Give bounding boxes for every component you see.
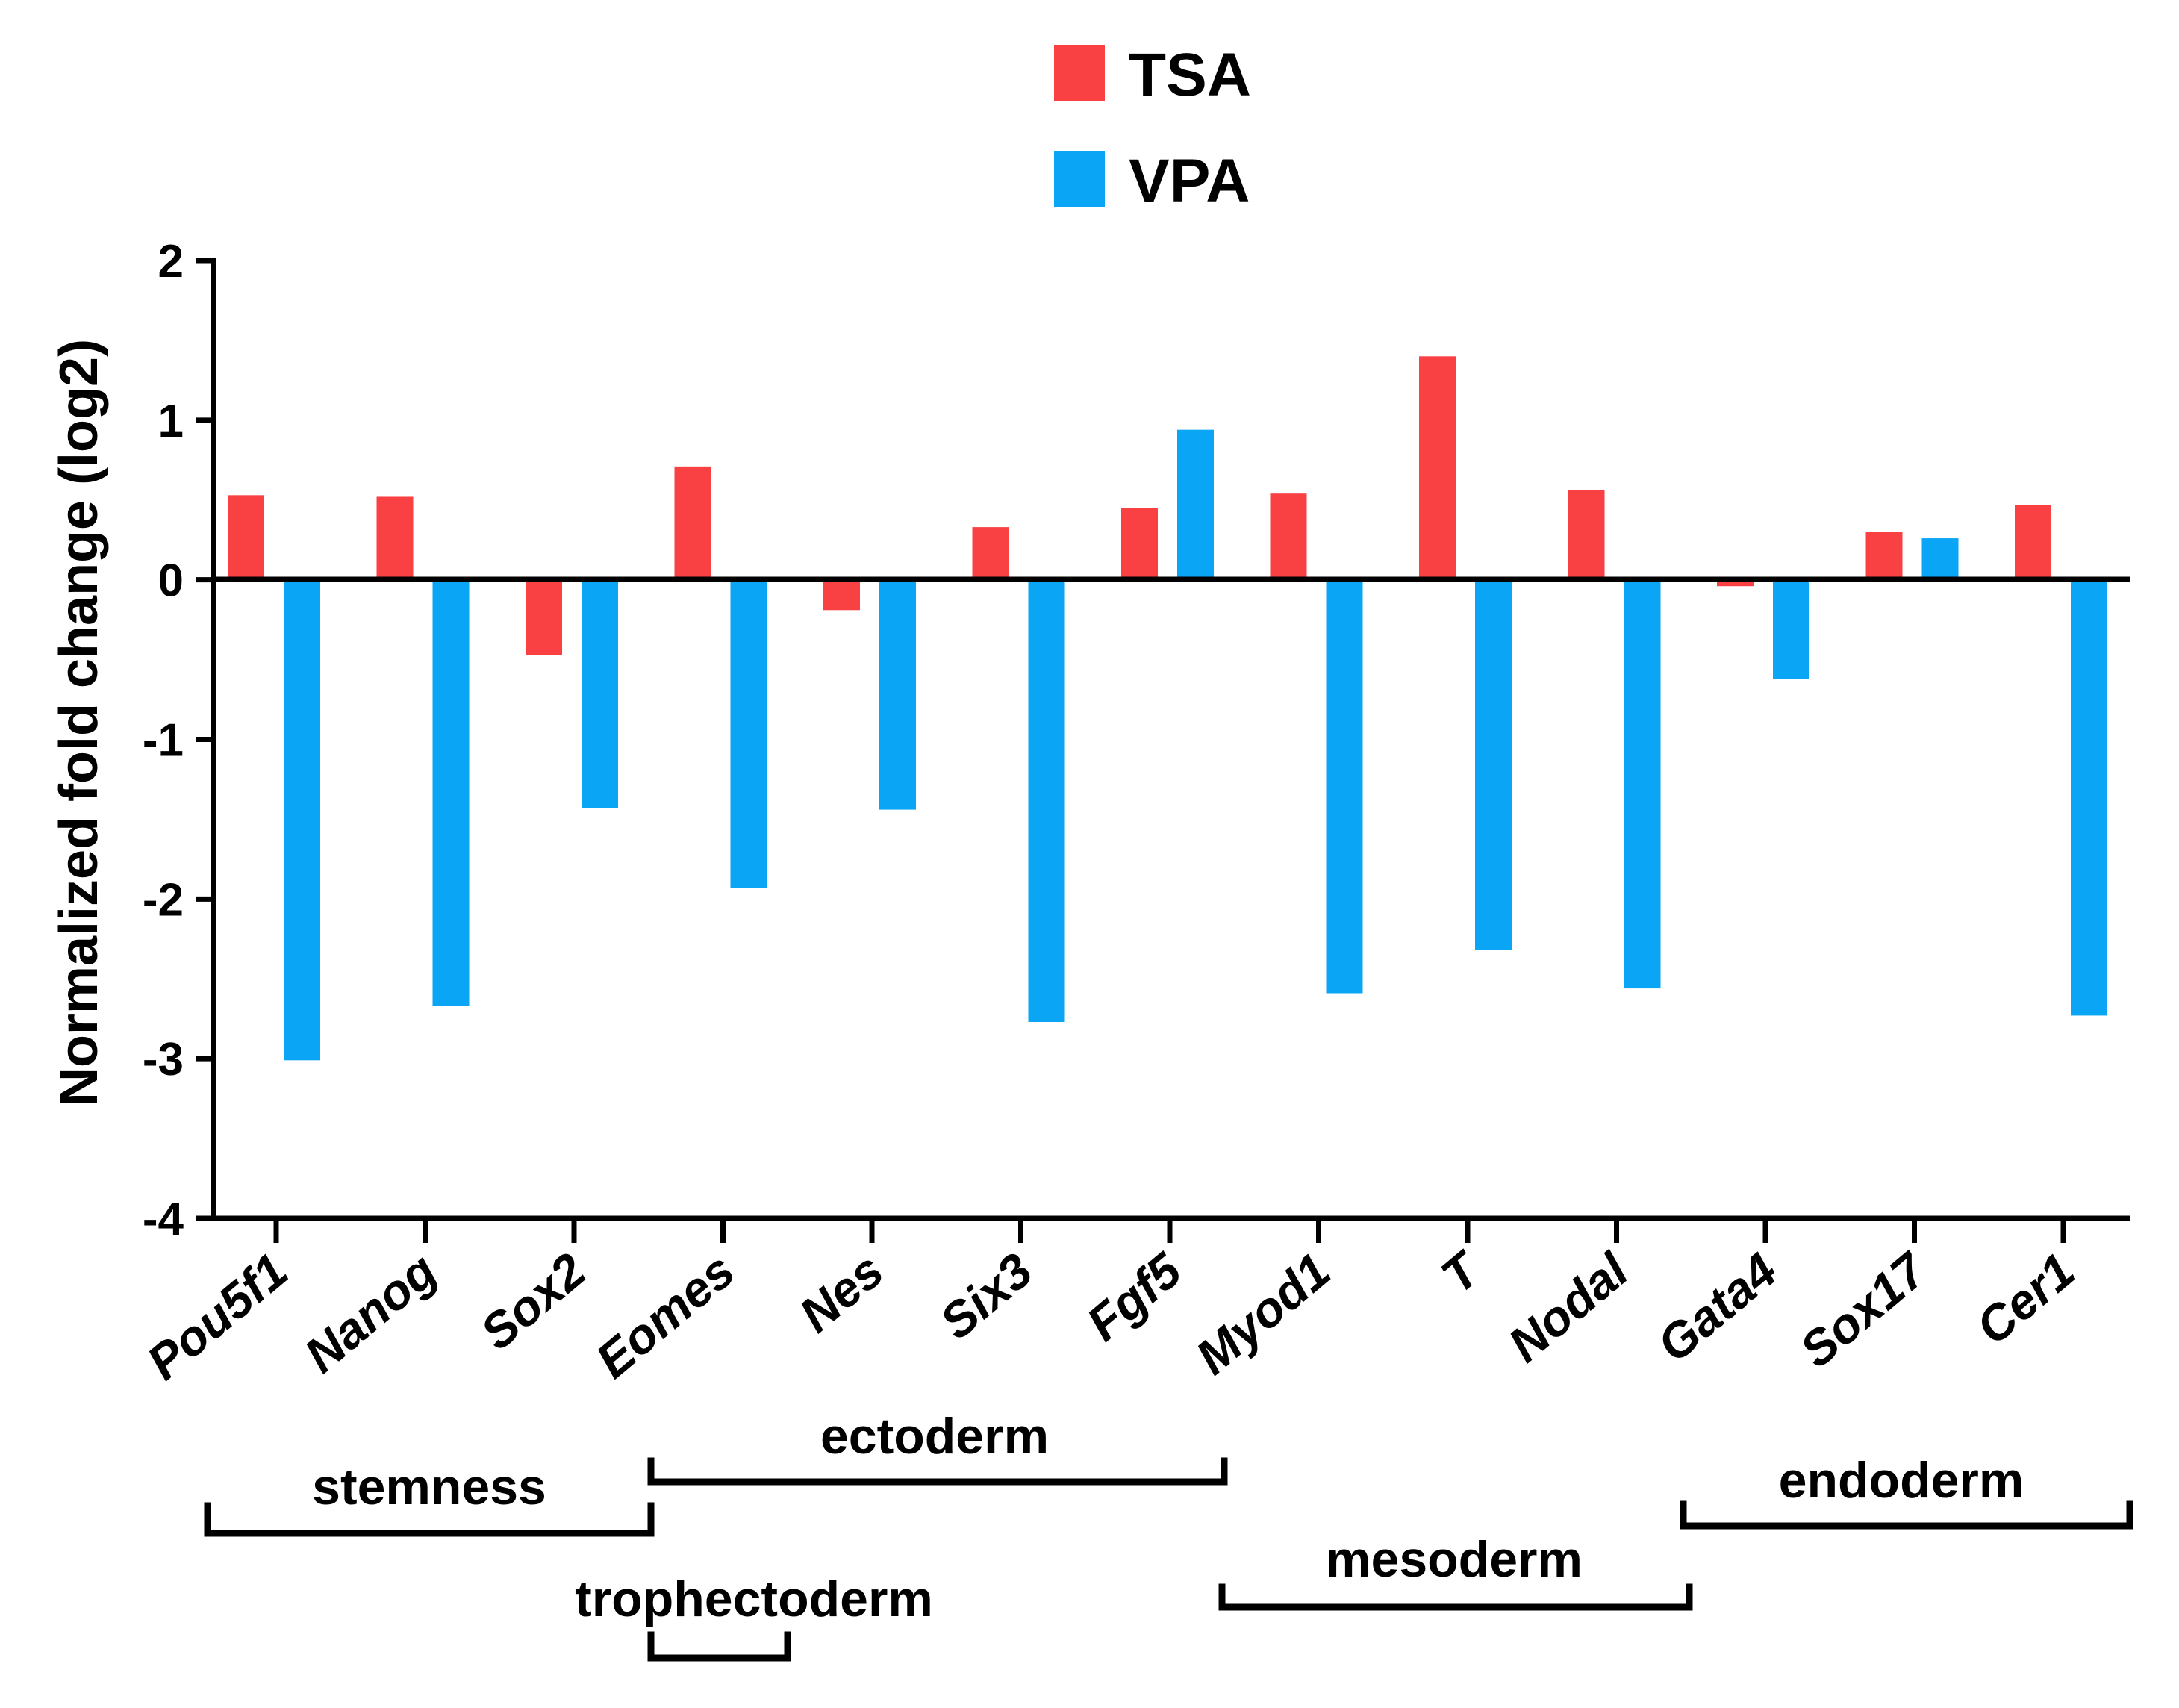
bar-vpa-six3 xyxy=(1028,579,1065,1022)
bar-tsa-gata4 xyxy=(1717,579,1754,587)
bar-tsa-cer1 xyxy=(2015,505,2051,580)
bar-vpa-eomes xyxy=(730,579,767,888)
x-tick-label-cer1: Cer1 xyxy=(1966,1242,2085,1355)
x-tick-label-eomes: Eomes xyxy=(585,1242,744,1388)
bar-vpa-myod1 xyxy=(1326,579,1363,994)
bracket-stemness xyxy=(204,1502,655,1537)
bar-vpa-nodal xyxy=(1624,579,1661,989)
bar-tsa-eomes xyxy=(674,466,711,580)
y-tick-label: 1 xyxy=(158,396,184,447)
bar-vpa-t xyxy=(1475,579,1512,950)
bar-vpa-sox2 xyxy=(582,579,618,808)
bar-vpa-gata4 xyxy=(1773,579,1809,679)
bar-vpa-nanog xyxy=(432,579,470,1006)
x-tick-label-six3: Six3 xyxy=(929,1242,1043,1350)
x-tick-label-t: T xyxy=(1431,1240,1492,1304)
x-tick-label-sox17: Sox17 xyxy=(1789,1241,1938,1378)
x-tick-label-fgf5: Fgf5 xyxy=(1076,1241,1192,1351)
bar-vpa-nes xyxy=(879,579,916,810)
bar-tsa-sox17 xyxy=(1865,532,1903,580)
group-label-endoderm: endoderm xyxy=(1779,1452,2024,1509)
legend-swatch-vpa xyxy=(1054,151,1105,207)
x-tick-label-myod1: Myod1 xyxy=(1185,1242,1341,1385)
group-label-mesoderm: mesoderm xyxy=(1326,1531,1583,1588)
bracket-mesoderm xyxy=(1218,1583,1693,1611)
bracket-trophectoderm xyxy=(647,1631,791,1662)
group-label-stemness: stemness xyxy=(312,1459,546,1515)
group-label-ectoderm: ectoderm xyxy=(820,1408,1049,1465)
legend-swatch-tsa xyxy=(1054,45,1105,101)
bar-vpa-sox17 xyxy=(1921,538,1959,580)
y-tick-label: -4 xyxy=(143,1194,184,1245)
bar-vpa-fgf5 xyxy=(1177,429,1214,580)
x-axis-ticks xyxy=(273,1218,2066,1243)
y-axis-ticks: 2 1 0 -1 -2 -3 -4 xyxy=(143,236,213,1245)
legend: TSA VPA xyxy=(1054,41,1251,215)
group-annotations: stemness trophectoderm ectoderm mesoderm… xyxy=(204,1408,2133,1662)
y-tick-label: 2 xyxy=(158,236,184,287)
bars xyxy=(228,356,2107,1061)
legend-label-vpa: VPA xyxy=(1129,147,1250,215)
y-tick-label: -1 xyxy=(143,715,184,767)
bar-tsa-fgf5 xyxy=(1121,508,1158,580)
x-tick-label-pou5f1: Pou5f1 xyxy=(137,1242,298,1390)
bar-tsa-nodal xyxy=(1568,490,1605,580)
legend-label-tsa: TSA xyxy=(1129,41,1251,109)
x-tick-label-sox2: Sox2 xyxy=(470,1242,596,1360)
y-axis-title: Normalized fold change (log2) xyxy=(49,339,109,1106)
bar-tsa-six3 xyxy=(972,527,1009,580)
y-tick-label: 0 xyxy=(158,555,184,607)
bracket-ectoderm xyxy=(647,1457,1228,1486)
y-tick-label: -3 xyxy=(143,1034,184,1085)
bar-tsa-nanog xyxy=(376,496,414,580)
bar-vpa-cer1 xyxy=(2071,579,2107,1016)
x-tick-label-nes: Nes xyxy=(789,1242,894,1343)
x-tick-label-nanog: Nanog xyxy=(294,1242,447,1383)
x-tick-label-gata4: Gata4 xyxy=(1647,1242,1787,1373)
y-tick-label: -2 xyxy=(143,874,184,926)
bracket-endoderm xyxy=(1680,1500,2133,1530)
bar-tsa-pou5f1 xyxy=(228,495,264,580)
x-tick-label-nodal: Nodal xyxy=(1497,1241,1639,1373)
bar-tsa-nes xyxy=(823,579,860,611)
bar-vpa-pou5f1 xyxy=(284,579,320,1061)
bar-tsa-myod1 xyxy=(1270,493,1307,580)
group-label-trophectoderm: trophectoderm xyxy=(575,1571,933,1627)
bar-tsa-t xyxy=(1419,356,1456,580)
bar-tsa-sox2 xyxy=(526,579,562,655)
